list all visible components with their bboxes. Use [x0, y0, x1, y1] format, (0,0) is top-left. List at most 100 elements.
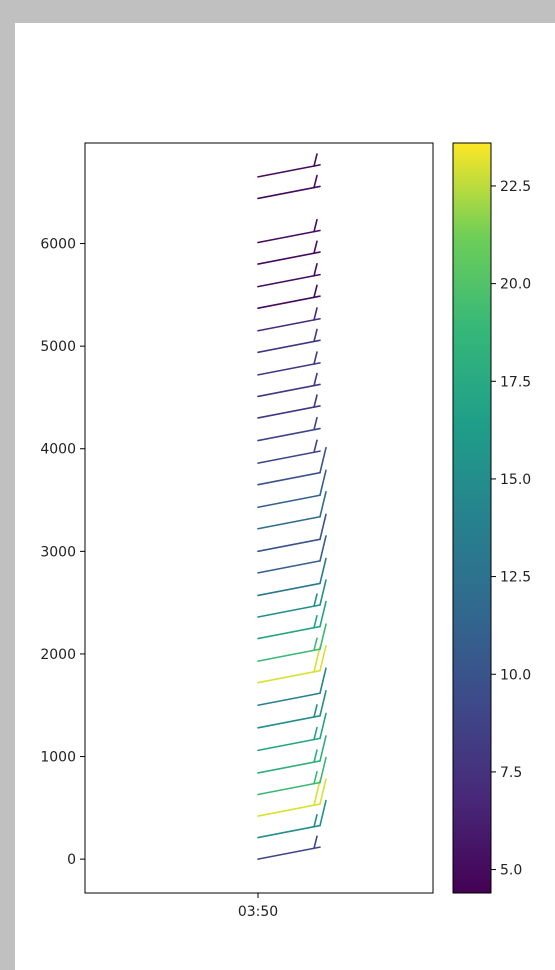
chart-svg: 0 1000 2000 3000 4000 5000 6000 03:50 5.0 7.5 10… [40, 142, 531, 920]
barb-flag-half [313, 284, 318, 299]
barb-flag-half [313, 262, 318, 277]
barb-shaft [257, 471, 321, 486]
barb-shaft [257, 648, 321, 662]
barb-shaft [257, 737, 321, 752]
x-tick-label: 03:50 [238, 904, 278, 920]
barb-flag-half [313, 351, 318, 365]
barb-flag-full [319, 535, 327, 562]
barb-flag-half [313, 770, 318, 785]
barb-flag-half [313, 416, 318, 431]
barb-flag-full [319, 756, 327, 784]
colorbar-axis: 5.0 7.5 10.0 12.5 15.0 17.5 20.0 22.5 [491, 179, 531, 879]
barb-flag-full [319, 778, 327, 805]
wind-barb-10 [257, 600, 327, 640]
wind-barb-0 [257, 835, 321, 860]
y-tick-label: 4000 [40, 442, 76, 458]
wind-barb-3 [257, 756, 327, 796]
colorbar-tick-label: 10.0 [500, 667, 531, 683]
barb-flag-half [313, 307, 318, 321]
barb-flag-half [313, 637, 318, 652]
barb-flag-full [319, 600, 327, 628]
barb-flag-full [319, 623, 327, 650]
barb-flag-half [313, 153, 318, 167]
barb-flag-full [319, 446, 327, 474]
wind-barb-1 [257, 799, 327, 839]
wind-barb-2 [257, 778, 327, 817]
figure: 0 1000 2000 3000 4000 5000 6000 03:50 5.0 7.5 10… [15, 23, 555, 970]
barb-flag-full [319, 490, 327, 518]
barb-flag-full [319, 644, 327, 672]
colorbar-tick-label: 5.0 [500, 863, 522, 879]
barb-flag-full [319, 690, 327, 717]
barb-flag-half [313, 835, 318, 850]
wind-barb-13 [257, 535, 327, 574]
colorbar-tick-label: 22.5 [500, 179, 531, 195]
barb-shaft [257, 229, 321, 244]
barb-shaft [257, 362, 321, 376]
wind-barb-23 [257, 328, 321, 354]
x-axis: 03:50 [238, 893, 278, 920]
barb-shaft [257, 273, 321, 288]
barb-flag-half [313, 593, 318, 607]
barb-shaft [257, 405, 321, 419]
y-tick-label: 5000 [40, 339, 76, 355]
wind-barb-16 [257, 469, 327, 509]
barb-flag-full [319, 712, 327, 740]
barb-shaft [257, 803, 321, 817]
barb-flag-full [319, 513, 327, 541]
wind-barb-24 [257, 307, 321, 332]
barb-flag-half [313, 394, 318, 408]
wind-barb-15 [257, 490, 327, 530]
barb-flag-full [313, 779, 321, 807]
barb-shaft [257, 846, 321, 860]
wind-barb-20 [257, 394, 321, 419]
barb-flag-full [319, 557, 327, 585]
barb-flag-half [313, 726, 318, 741]
colorbar-tick-label: 7.5 [500, 765, 522, 781]
barb-shaft [257, 494, 321, 509]
colorbar-tick-label: 20.0 [500, 277, 531, 293]
barb-shaft [257, 383, 321, 398]
barb-flag-half [313, 749, 318, 763]
wind-barb-28 [257, 218, 321, 244]
wind-barb-19 [257, 416, 321, 442]
barb-shaft [257, 824, 321, 839]
barb-flag-full [319, 667, 327, 695]
barb-flag-half [313, 174, 318, 189]
barb-flag-half [313, 614, 318, 629]
barb-flag-half [313, 240, 318, 255]
barb-flag-half [313, 813, 318, 828]
barb-flag-half [313, 439, 318, 454]
barb-shaft [257, 669, 321, 684]
barb-shaft [257, 625, 321, 640]
y-tick-label: 3000 [40, 544, 76, 560]
barb-flag-full [319, 469, 327, 497]
barb-shaft [257, 295, 321, 309]
wind-barb-17 [257, 446, 327, 486]
barb-shaft [257, 515, 321, 530]
barb-flag-half [313, 328, 318, 343]
barb-shaft [257, 427, 321, 442]
colorbar-tick-label: 12.5 [500, 570, 531, 586]
barb-shaft [257, 538, 321, 553]
barb-flag-half [313, 372, 318, 387]
wind-barb-8 [257, 644, 327, 684]
wind-barb-25 [257, 284, 321, 309]
barb-flag-full [313, 646, 321, 673]
barbs-layer [257, 153, 327, 860]
y-tick-label: 0 [67, 852, 76, 868]
wind-barb-14 [257, 513, 327, 553]
wind-barb-21 [257, 372, 321, 398]
barb-flag-full [319, 799, 327, 827]
barb-shaft [257, 582, 321, 597]
wind-barb-30 [257, 153, 321, 178]
barb-flag-half [313, 218, 318, 233]
barb-shaft [257, 339, 321, 354]
wind-barb-5 [257, 712, 327, 752]
wind-barb-29 [257, 174, 321, 200]
barb-shaft [257, 317, 321, 332]
barb-flag-half [313, 704, 318, 718]
barb-shaft [257, 604, 321, 618]
y-tick-label: 6000 [40, 237, 76, 253]
barb-shaft [257, 450, 321, 464]
